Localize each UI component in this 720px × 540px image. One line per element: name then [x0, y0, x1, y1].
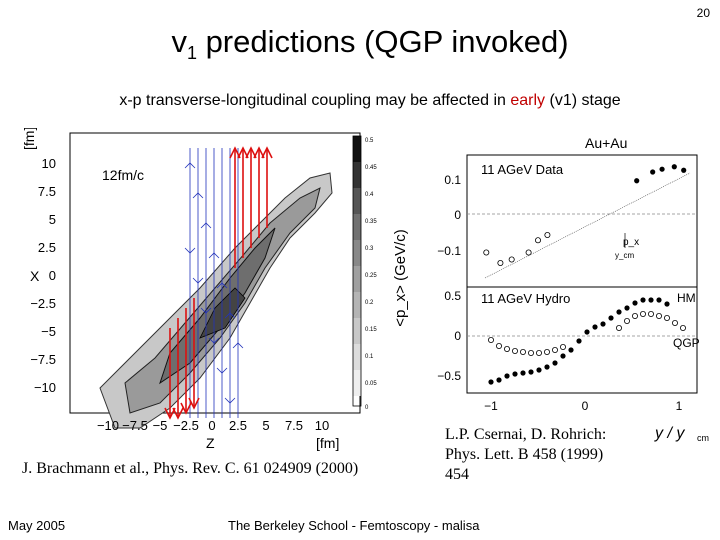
- qgp-label: QGP: [673, 336, 700, 350]
- colorbar-tick: 0.25: [365, 273, 377, 279]
- citation-line: L.P. Csernai, D. Rohrich:: [445, 426, 607, 443]
- y-tick-label: −10: [34, 380, 56, 395]
- x-tick-label: −10: [97, 418, 119, 433]
- hydro-open-points: [488, 310, 686, 356]
- upper-y-tick: 0: [454, 208, 461, 222]
- flow-field-figure: 12fm/c [fm] X 10 7.5 5 2.5 0 −2.5 −5 −7.…: [21, 128, 409, 451]
- subtitle-before: x-p transverse-longitudinal coupling may…: [119, 92, 511, 109]
- y-tick-label: −5: [41, 324, 56, 339]
- reference-line: [484, 172, 691, 279]
- title-rest: predictions (QGP invoked): [196, 24, 569, 59]
- colorbar-tick: 0.45: [365, 165, 377, 171]
- data-point-filled: [634, 178, 640, 184]
- blue-arrow-field: [184, 148, 244, 418]
- citation-brachmann: J. Brachmann et al., Phys. Rev. C. 61 02…: [22, 460, 359, 477]
- footer-event: The Berkeley School - Femtoscopy - malis…: [228, 518, 480, 533]
- data-point-filled: [681, 167, 687, 173]
- y-axis-label: X: [30, 268, 40, 284]
- data-point-open: [535, 237, 542, 244]
- colorbar-tick: 0.05: [365, 381, 377, 387]
- au-au-label: Au+Au: [585, 135, 627, 151]
- slide-title: v1 predictions (QGP invoked): [0, 24, 720, 64]
- colorbar-label: <p_x> (GeV/c): [392, 229, 409, 327]
- v1-comparison-figure: Au+Au 11 AGeV Data 0.1 0 −0.1 p_x y_cm 1…: [437, 135, 709, 443]
- colorbar-tick: 0.3: [365, 246, 374, 252]
- slide-subtitle: x-p transverse-longitudinal coupling may…: [0, 92, 720, 110]
- lower-panel-label: 11 AGeV Hydro: [481, 291, 570, 306]
- title-main: v: [171, 24, 187, 59]
- colorbar-tick: 0.5: [365, 138, 374, 144]
- x-axis-label-sub: cm: [697, 433, 709, 443]
- lower-y-tick: 0.5: [444, 289, 461, 303]
- citation-line: Phys. Lett. B 458 (1999): [445, 446, 604, 463]
- data-point-filled: [650, 169, 656, 175]
- y-tick-label: 5: [49, 212, 56, 227]
- data-point-open: [508, 256, 515, 263]
- lower-y-tick: −0.5: [437, 369, 461, 383]
- x-tick-label: 1: [676, 399, 683, 413]
- x-tick-label: 0: [582, 399, 589, 413]
- y-tick-label: −2.5: [30, 296, 56, 311]
- data-point-open: [497, 259, 504, 266]
- data-point-filled: [659, 166, 665, 172]
- annotation-ycm: y_cm: [615, 251, 634, 260]
- colorbar-tick: 0.4: [365, 192, 374, 198]
- data-point-filled: [671, 164, 677, 170]
- y-tick-label: 7.5: [38, 184, 56, 199]
- y-tick-label: 10: [42, 156, 56, 171]
- x-tick-label: 5: [262, 418, 269, 433]
- x-tick-label: 7.5: [285, 418, 303, 433]
- colorbar-tick: 0: [365, 405, 369, 411]
- x-tick-label: 10: [315, 418, 329, 433]
- data-point-open: [483, 249, 490, 256]
- colorbar-tick: 0.1: [365, 354, 374, 360]
- colorbar-tick: 0.2: [365, 300, 374, 306]
- lower-y-tick: 0: [454, 329, 461, 343]
- citation-line: 454: [445, 466, 469, 483]
- upper-y-tick: −0.1: [437, 244, 461, 258]
- subtitle-highlight: early: [510, 92, 546, 109]
- annotation-px: p_x: [623, 237, 639, 248]
- y-tick-label: 2.5: [38, 240, 56, 255]
- citation-csernai: L.P. Csernai, D. Rohrich: Phys. Lett. B …: [445, 425, 655, 485]
- hydro-filled-points: [488, 297, 670, 385]
- x-axis-label: Z: [206, 435, 215, 451]
- data-point-open: [525, 249, 532, 256]
- hm-label: HM: [677, 291, 696, 305]
- colorbar-tick: 0.35: [365, 219, 377, 225]
- footer-date: May 2005: [8, 518, 66, 533]
- data-point-open: [544, 232, 551, 239]
- upper-data-points: [483, 164, 687, 266]
- x-unit-label: [fm]: [316, 435, 339, 451]
- x-tick-label: −1: [484, 399, 498, 413]
- x-tick-label: 0: [208, 418, 215, 433]
- colorbar: [352, 135, 362, 407]
- x-tick-label: −7.5: [122, 418, 148, 433]
- y-tick-label: 0: [49, 268, 56, 283]
- subtitle-after: (v1) stage: [545, 92, 621, 109]
- red-arrow-field: [164, 146, 273, 420]
- x-tick-label: 2.5: [229, 418, 247, 433]
- contour-density-region: [99, 172, 333, 429]
- x-tick-label: −2.5: [173, 418, 199, 433]
- time-label: 12fm/c: [102, 167, 144, 183]
- upper-y-tick: 0.1: [444, 173, 461, 187]
- y-unit-label: [fm]: [21, 128, 37, 150]
- x-tick-label: −5: [153, 418, 168, 433]
- page-number: 20: [696, 6, 710, 20]
- colorbar-tick: 0.15: [365, 327, 377, 333]
- title-subscript: 1: [186, 43, 197, 64]
- y-tick-label: −7.5: [30, 352, 56, 367]
- upper-panel-label: 11 AGeV Data: [481, 162, 564, 177]
- x-axis-label: y / y: [654, 425, 685, 442]
